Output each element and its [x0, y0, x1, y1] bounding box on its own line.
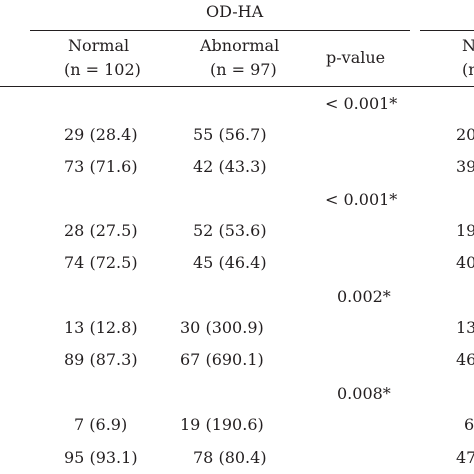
- col-header-next-group-n: (n: [462, 60, 474, 79]
- abnormal-cell: 45 (46.4): [193, 253, 267, 272]
- col-header-normal-n: (n = 102): [64, 60, 141, 79]
- normal-cell: 28 (27.5): [64, 221, 138, 240]
- next-group-cell: 39: [456, 157, 474, 176]
- p-value-cell: 0.008*: [337, 384, 391, 403]
- p-value-cell: < 0.001*: [325, 94, 398, 113]
- next-group-cell: 46: [456, 350, 474, 369]
- group-title-od-ha: OD-HA: [206, 2, 264, 21]
- normal-cell: 89 (87.3): [64, 350, 138, 369]
- next-group-cell: 13: [456, 318, 474, 337]
- normal-cell: 73 (71.6): [64, 157, 138, 176]
- group-rule: [30, 30, 410, 31]
- col-header-abnormal: Abnormal: [200, 36, 280, 55]
- normal-cell: 29 (28.4): [64, 125, 138, 144]
- col-header-abnormal-n: (n = 97): [210, 60, 277, 79]
- next-group-cell: 40: [456, 253, 474, 272]
- normal-cell: 95 (93.1): [64, 448, 138, 467]
- normal-cell: 7 (6.9): [74, 415, 128, 434]
- next-group-cell: 20: [456, 125, 474, 144]
- abnormal-cell: 78 (80.4): [193, 448, 267, 467]
- group-rule-next: [420, 30, 474, 31]
- abnormal-cell: 67 (690.1): [180, 350, 264, 369]
- abnormal-cell: 52 (53.6): [193, 221, 267, 240]
- normal-cell: 13 (12.8): [64, 318, 138, 337]
- abnormal-cell: 42 (43.3): [193, 157, 267, 176]
- header-rule: [0, 86, 474, 87]
- next-group-cell: 47: [456, 448, 474, 467]
- p-value-cell: < 0.001*: [325, 190, 398, 209]
- next-group-cell: 6: [464, 415, 474, 434]
- col-header-normal: Normal: [68, 36, 130, 55]
- abnormal-cell: 30 (300.9): [180, 318, 264, 337]
- next-group-cell: 19: [456, 221, 474, 240]
- col-header-next-group: N: [462, 36, 474, 55]
- abnormal-cell: 19 (190.6): [180, 415, 264, 434]
- abnormal-cell: 55 (56.7): [193, 125, 267, 144]
- normal-cell: 74 (72.5): [64, 253, 138, 272]
- p-value-cell: 0.002*: [337, 287, 391, 306]
- col-header-p-value: p-value: [326, 48, 386, 67]
